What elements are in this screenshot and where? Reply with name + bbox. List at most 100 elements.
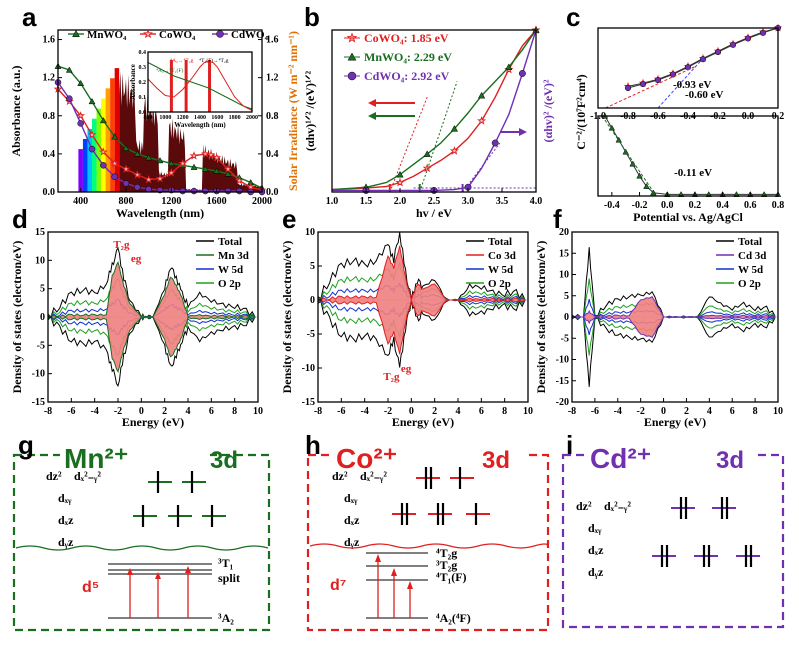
legend-label: Mn 3d bbox=[218, 250, 249, 262]
x-tick-label: 2000 bbox=[252, 196, 272, 207]
w5d-dos-up bbox=[571, 298, 776, 318]
inset-x-tick-label: 1600 bbox=[211, 115, 223, 121]
series-point bbox=[396, 170, 404, 178]
inset-annotation: ⁴A₂→⁴T₂g bbox=[170, 58, 194, 64]
series-point bbox=[234, 175, 244, 185]
orbital-label: dₓ²₋ᵧ² bbox=[604, 499, 631, 513]
series-point bbox=[714, 48, 722, 56]
x-tick-label: 2.5 bbox=[428, 196, 441, 207]
orbital-label: dᵧᴢ bbox=[344, 535, 360, 549]
series-point bbox=[624, 84, 632, 92]
arrow-green-head bbox=[368, 112, 376, 120]
y-tick-label: 15 bbox=[35, 227, 45, 238]
x-tick-label: 0.0 bbox=[661, 200, 674, 211]
metal-3d-dos-up bbox=[47, 261, 256, 318]
legend-label: CdWO₄ bbox=[231, 29, 269, 41]
inset-x-tick-label: 800 bbox=[144, 115, 153, 121]
series-point bbox=[236, 187, 243, 195]
y-tick-label: -15 bbox=[556, 376, 569, 387]
x-tick-label: 1.5 bbox=[360, 196, 373, 207]
w5d-dos-down bbox=[47, 316, 256, 335]
y-axis-label: C⁻²/(10⁷F²cm⁴) bbox=[574, 74, 588, 149]
series-point bbox=[145, 154, 153, 161]
inset-x-label: Wavelength (nm) bbox=[174, 121, 226, 129]
state-label: ⁴T₁(F) bbox=[436, 570, 467, 584]
x-tick-label: -6 bbox=[591, 406, 599, 417]
y-tick-label: 20 bbox=[559, 227, 569, 238]
y-tick-label: -5 bbox=[37, 340, 45, 351]
series-point bbox=[699, 56, 707, 63]
inset-y-tick-label: 0.0 bbox=[139, 110, 147, 116]
x-tick-label: -4 bbox=[360, 406, 368, 417]
legend-label: W 5d bbox=[218, 264, 243, 276]
y-tick-label: -5 bbox=[561, 333, 569, 344]
legend-label: Total bbox=[488, 236, 512, 248]
series-line-0 bbox=[331, 29, 537, 191]
y-tick-label: -10 bbox=[32, 369, 45, 380]
config-label: d⁷ bbox=[330, 577, 346, 594]
series-point bbox=[76, 111, 86, 120]
orbital-label: dᴢ² bbox=[46, 469, 62, 483]
series-point bbox=[213, 167, 221, 174]
spectrum-band bbox=[110, 78, 115, 192]
metal-3d-dos-up bbox=[317, 245, 526, 301]
x-tick-label: 2 bbox=[432, 406, 437, 417]
spectrum-band bbox=[78, 149, 83, 192]
x-tick-label: -6 bbox=[67, 406, 75, 417]
x-tick-label: 8 bbox=[232, 406, 237, 417]
y-tick-label: 5 bbox=[40, 284, 45, 295]
x-axis-label: Potential vs. Ag/AgCl bbox=[633, 210, 743, 224]
total-dos-down bbox=[47, 315, 256, 387]
y-tick-label: 10 bbox=[559, 270, 569, 281]
x-tick-label: 1.0 bbox=[326, 196, 339, 207]
series-point bbox=[477, 91, 486, 99]
transition-arrow-head bbox=[155, 572, 161, 579]
legend-label: O 2p bbox=[738, 278, 761, 290]
arrow-red-head bbox=[368, 99, 376, 107]
annotation: T₂g bbox=[383, 371, 400, 383]
series-point bbox=[643, 183, 650, 189]
y-tick-label: 0.0 bbox=[43, 187, 56, 198]
x-tick-label: -8 bbox=[44, 406, 52, 417]
legend-marker bbox=[216, 30, 224, 38]
inset-x-tick-label: 1800 bbox=[229, 115, 241, 121]
spectrum-band bbox=[82, 138, 88, 192]
plot-frame bbox=[597, 115, 779, 197]
series-point bbox=[167, 159, 175, 167]
panel-letter-d: d bbox=[12, 204, 28, 234]
series-point bbox=[654, 76, 662, 84]
series-point bbox=[450, 125, 459, 132]
y-axis-label: (αhv)¹ᐟ² /(eV)¹ᐟ² bbox=[303, 70, 317, 151]
series-point bbox=[121, 164, 131, 173]
series-point bbox=[491, 139, 499, 147]
panel-d: -8 -6 -4 -2 0 2 4 6 8 10 -15 -10 -5 0 5 10 15 Energy (eV)… bbox=[10, 204, 263, 429]
series-point bbox=[155, 174, 165, 183]
title-mask bbox=[588, 440, 758, 470]
orbital-label: dₓ²₋ᵧ² bbox=[74, 469, 101, 483]
series-point bbox=[200, 149, 210, 158]
y-tick-label: 1.6 bbox=[266, 35, 279, 46]
panel-c: -0.93 eV-0.60 eV-1.0 -0.8 -0.6 -0.4 -0.2 0.0 0… bbox=[566, 2, 784, 224]
x-tick-label: -4 bbox=[614, 406, 622, 417]
legend-marker bbox=[143, 28, 153, 39]
y-tick-label: 0.8 bbox=[266, 111, 279, 122]
series-point bbox=[518, 70, 526, 77]
annotation: T₂g bbox=[113, 239, 130, 251]
y-tick-label: 0.4 bbox=[266, 149, 279, 160]
x-tick-label: 2.0 bbox=[394, 196, 407, 207]
orbital-label: dₓᵧ bbox=[344, 491, 358, 505]
series-point bbox=[729, 41, 737, 48]
x-tick-label: 4 bbox=[456, 406, 461, 417]
spectrum-band bbox=[101, 98, 106, 192]
x-tick-label: 1600 bbox=[207, 196, 227, 207]
x-tick-label: 10 bbox=[523, 406, 533, 417]
x-tick-label: 0 bbox=[139, 406, 144, 417]
series-point bbox=[88, 97, 96, 105]
series-point bbox=[132, 170, 142, 179]
state-label: ³T₁ bbox=[218, 556, 234, 570]
x-axis-label: Energy (eV) bbox=[392, 415, 454, 429]
total-dos-down bbox=[571, 316, 776, 387]
plot-frame bbox=[597, 27, 779, 109]
panel-letter-h: h bbox=[305, 430, 321, 460]
